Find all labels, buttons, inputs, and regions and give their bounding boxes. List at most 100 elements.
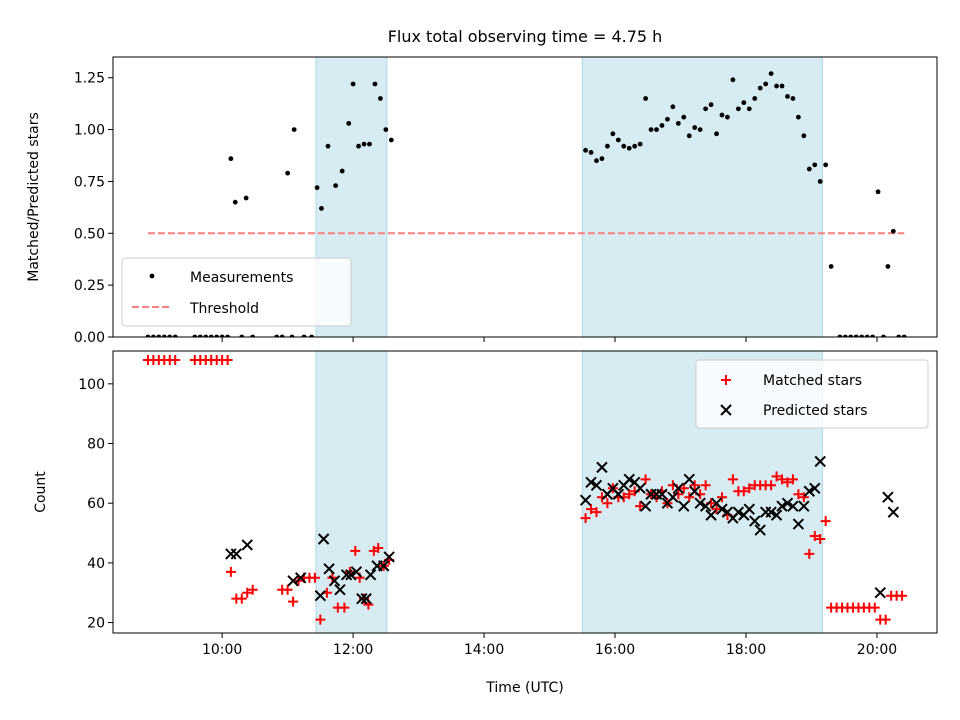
- measurement-point: [350, 81, 356, 87]
- measurement-point: [274, 334, 280, 337]
- measurement-point: [890, 228, 896, 234]
- measurement-point: [309, 334, 315, 337]
- measurement-point: [161, 334, 167, 337]
- measurement-point: [167, 334, 173, 337]
- x-tick-label: 10:00: [202, 642, 242, 658]
- y-tick-label: 1.25: [74, 71, 105, 87]
- measurement-point: [172, 334, 178, 337]
- measurement-point: [768, 71, 774, 76]
- predicted-stars-point: [623, 473, 635, 486]
- chart-title: Flux total observing time = 4.75 h: [388, 27, 663, 46]
- predicted-stars-point: [716, 503, 728, 515]
- matched-stars-point: [716, 492, 727, 503]
- measurement-point: [610, 131, 616, 137]
- legend-matched-marker: [721, 375, 731, 385]
- predicted-stars-point: [887, 506, 900, 518]
- predicted-stars-point: [678, 500, 690, 512]
- predicted-stars-point: [639, 500, 652, 512]
- measurement-point: [239, 334, 245, 337]
- y-tick-label: 1.00: [74, 123, 105, 139]
- measurement-point: [785, 94, 790, 99]
- matched-stars-point: [282, 584, 293, 595]
- measurement-point: [801, 133, 807, 139]
- matched-stars-point: [591, 507, 602, 518]
- predicted-stars-point: [314, 589, 327, 602]
- predicted-stars-point: [323, 563, 335, 575]
- axes-frame: [112, 56, 938, 338]
- measurement-point: [594, 158, 599, 164]
- predicted-stars-point: [634, 482, 646, 494]
- predicted-stars-point: [360, 592, 372, 605]
- matched-stars-point: [225, 566, 236, 577]
- measurement-point: [250, 334, 256, 337]
- y-tick-label: 0.25: [74, 278, 105, 294]
- matched-stars-point: [869, 602, 880, 613]
- measurement-point: [232, 199, 238, 205]
- legend-box: [121, 257, 352, 327]
- measurement-point: [795, 114, 801, 120]
- measurement-point: [291, 127, 297, 132]
- measurement-point: [774, 83, 779, 89]
- matched-stars-point: [684, 492, 695, 503]
- measurement-point: [864, 334, 870, 337]
- matched-stars-point: [782, 477, 793, 488]
- measurement-point: [219, 334, 225, 337]
- measurement-point: [372, 81, 378, 87]
- matched-stars-point: [678, 483, 689, 494]
- legend-label: Threshold: [189, 301, 259, 317]
- measurement-point: [896, 334, 902, 337]
- predicted-stars-point: [225, 548, 237, 560]
- matched-stars-point: [787, 474, 798, 485]
- matched-stars-point: [580, 513, 591, 524]
- predicted-stars-point: [590, 479, 603, 491]
- x-tick-label: 16:00: [595, 642, 635, 658]
- measurement-point: [779, 83, 785, 89]
- predicted-stars-point: [328, 575, 341, 587]
- measurement-point: [301, 334, 307, 337]
- measurement-point: [725, 114, 730, 120]
- measurement-point: [325, 143, 331, 149]
- predicted-stars-point: [241, 539, 253, 551]
- measurement-point: [812, 162, 818, 168]
- predicted-stars-point: [776, 500, 788, 512]
- predicted-stars-point: [667, 491, 679, 503]
- matched-stars-point: [809, 531, 820, 542]
- legend-box: [695, 359, 929, 429]
- measurement-point: [356, 143, 361, 149]
- predicted-stars-point: [787, 500, 799, 512]
- measurement-point: [681, 114, 687, 120]
- measurement-point: [279, 334, 285, 337]
- predicted-stars-point: [754, 524, 766, 536]
- measurement-point: [817, 179, 823, 184]
- measurement-point: [643, 96, 648, 101]
- matched-stars-point: [711, 504, 722, 515]
- predicted-stars-point: [743, 503, 755, 515]
- predicted-stars-point: [809, 482, 821, 494]
- measurement-point: [697, 127, 703, 132]
- measurement-point: [659, 123, 665, 128]
- matched-stars-point: [689, 480, 700, 491]
- predicted-stars-point: [705, 509, 717, 521]
- predicted-stars-point: [694, 497, 706, 509]
- measurement-point: [752, 96, 758, 101]
- legend-label: Measurements: [190, 270, 293, 286]
- measurement-point: [708, 102, 714, 108]
- measurement-point: [730, 77, 736, 83]
- measurement-point: [714, 131, 719, 137]
- matched-stars-point: [880, 614, 891, 625]
- predicted-stars-point: [334, 584, 346, 596]
- measurement-point: [746, 106, 752, 112]
- measurement-point: [848, 334, 854, 337]
- measurement-point: [626, 145, 632, 151]
- predicted-stars-point: [749, 515, 761, 527]
- measurement-point: [285, 170, 291, 176]
- predicted-stars-point: [317, 533, 330, 545]
- predicted-stars-point: [792, 518, 805, 530]
- predicted-stars-point: [882, 491, 894, 503]
- measurement-point: [588, 150, 594, 155]
- measurement-point: [885, 264, 891, 269]
- x-axis-label: Time (UTC): [485, 680, 563, 696]
- matched-stars-point: [339, 602, 350, 613]
- x-tick-label: 18:00: [726, 642, 766, 658]
- matched-stars-point: [309, 572, 320, 583]
